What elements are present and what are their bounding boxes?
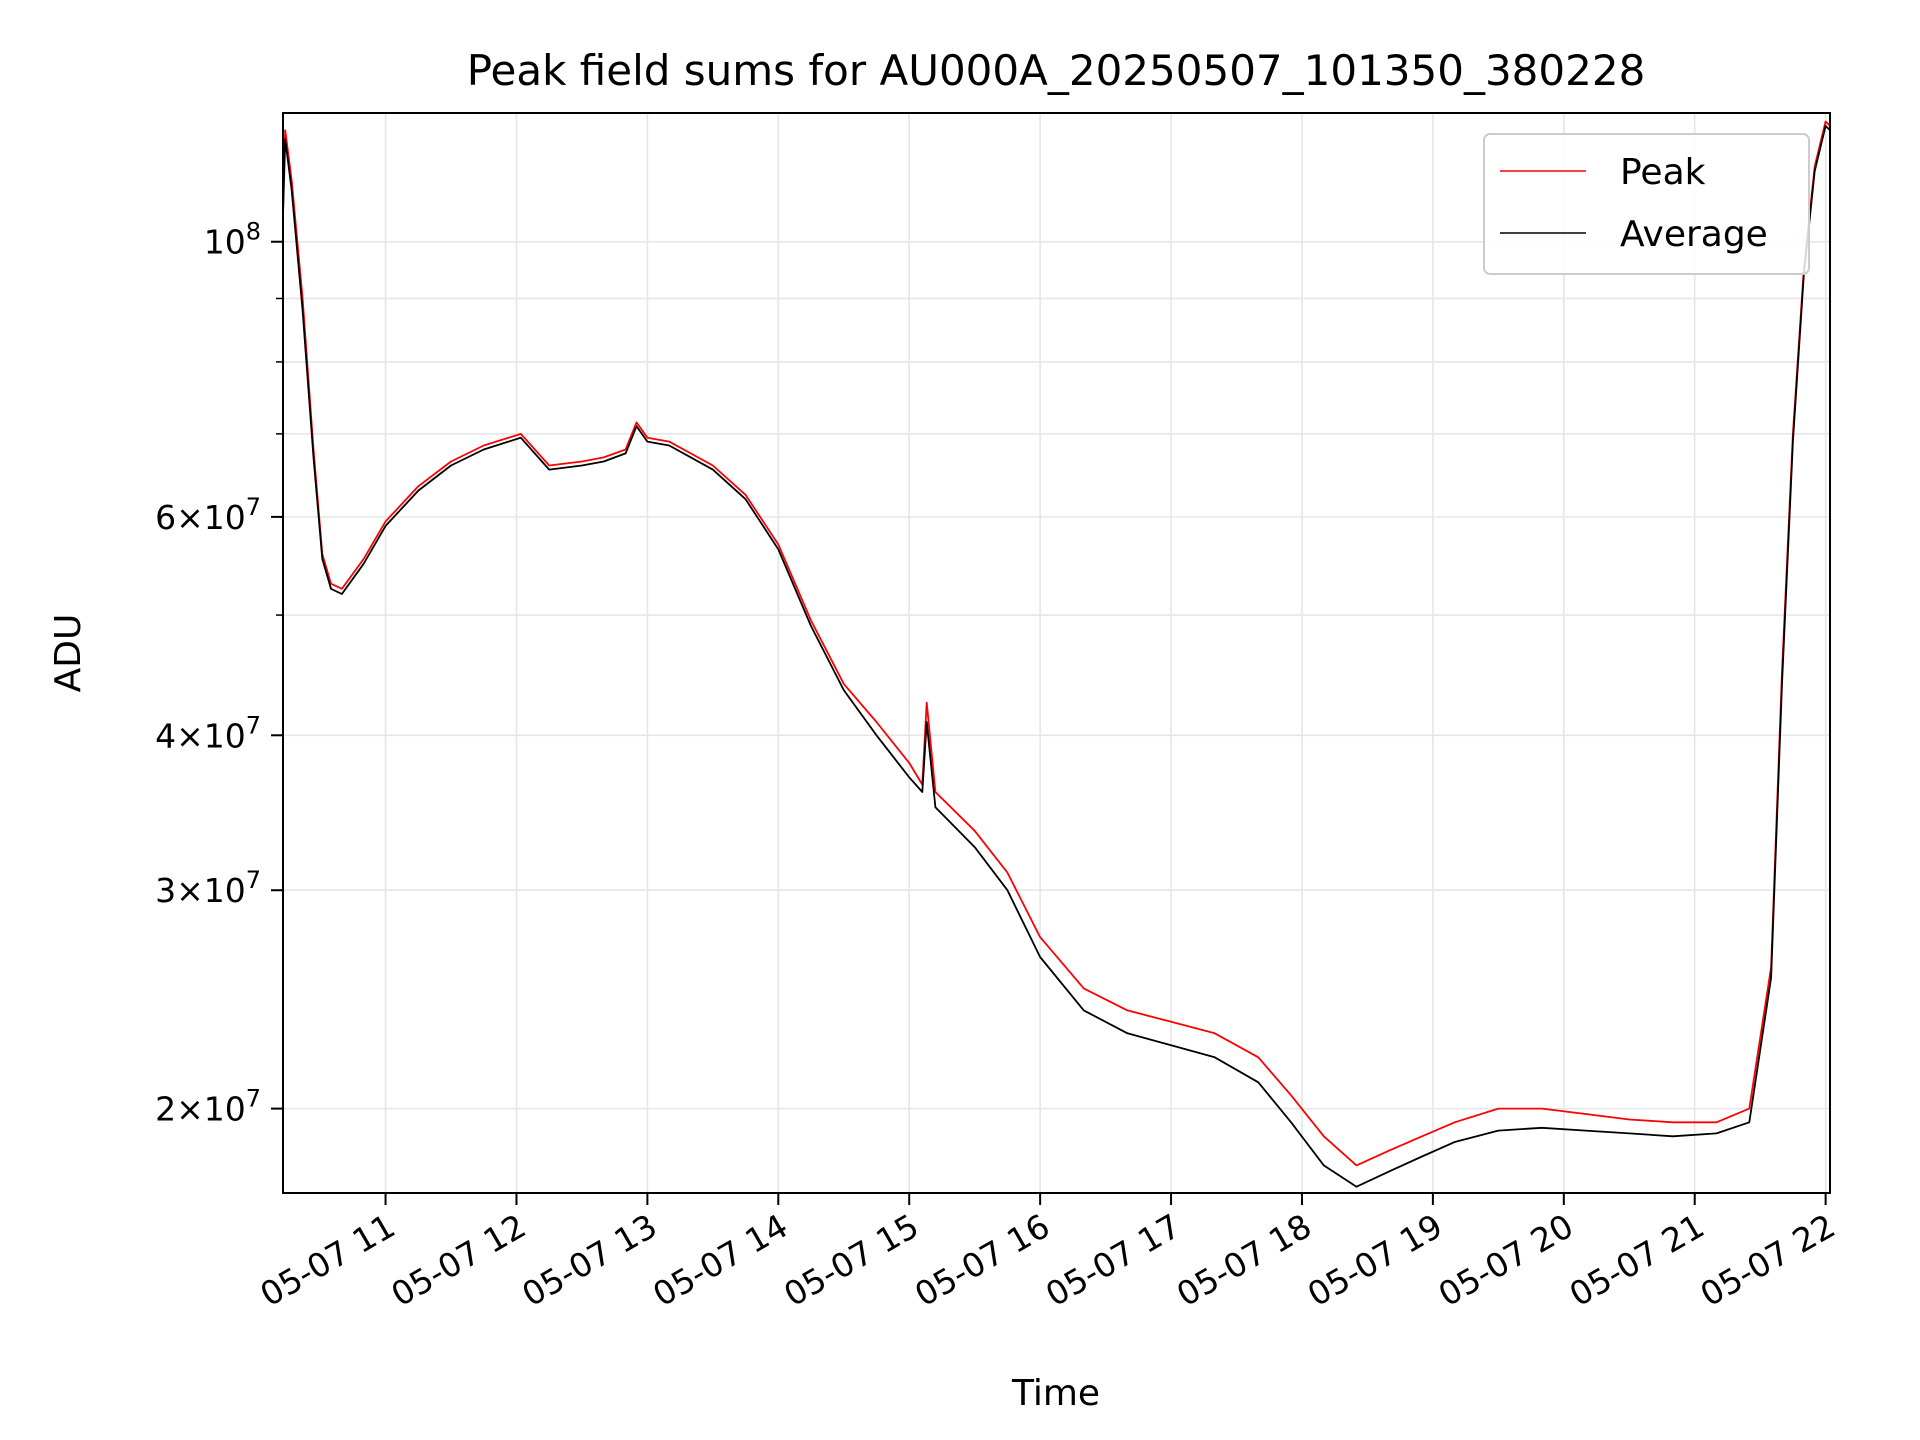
x-axis-label: Time (1011, 1373, 1100, 1414)
legend: Peak Average (1483, 133, 1810, 275)
y-tick-label: 2×107 (155, 1085, 261, 1129)
grid (283, 113, 1830, 1193)
series-average-line (282, 125, 1831, 1188)
series-layer (282, 120, 1831, 1188)
y-tick-label: 3×107 (155, 866, 261, 910)
y-ticks: 108 6×107 4×107 3×107 2×107 (155, 218, 283, 1129)
y-tick-label: 6×107 (155, 493, 261, 537)
plot-frame (282, 112, 1831, 1194)
y-tick-label: 4×107 (155, 711, 261, 755)
legend-box (1483, 133, 1810, 275)
chart-title: Peak field sums for AU000A_20250507_1013… (467, 46, 1646, 95)
legend-peak-label: Peak (1620, 152, 1706, 193)
legend-average-label: Average (1620, 214, 1768, 255)
y-tick-label: 108 (204, 218, 261, 262)
y-axis-label: ADU (48, 614, 89, 693)
